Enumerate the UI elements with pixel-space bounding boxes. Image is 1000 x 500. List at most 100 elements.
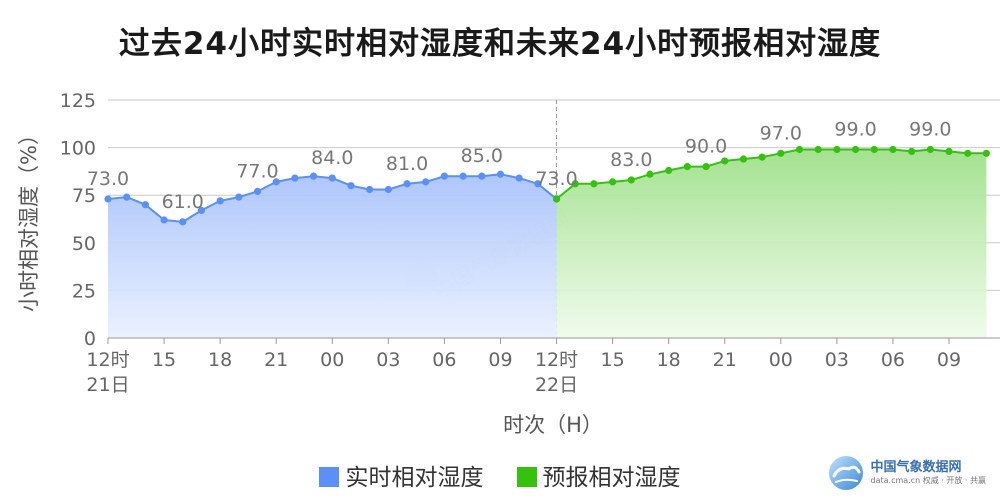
data-point[interactable] [945,147,953,156]
data-point[interactable] [197,206,206,215]
y-tick-label: 125 [60,90,96,112]
data-point[interactable] [515,174,523,182]
data-point[interactable] [982,149,990,157]
data-point[interactable] [683,163,691,171]
data-point[interactable] [721,157,729,165]
y-tick-label: 25 [72,280,96,302]
data-label: 84.0 [311,147,353,169]
x-tick-label: 18 [208,349,232,371]
x-axis-title: 时次（H） [503,413,603,437]
legend-swatch-observed [319,467,340,487]
data-point[interactable] [141,201,149,209]
x-tick-label: 09 [937,349,961,371]
data-point[interactable] [104,195,112,203]
y-axis-title: 小时相对湿度（%） [17,124,41,312]
brand-url: data.cma.cn 权威 · 开放 · 共赢 [870,475,986,485]
x-tick-label: 15 [152,349,176,371]
data-point[interactable] [123,193,131,201]
data-point[interactable] [609,178,617,186]
x-tick-label: 06 [432,349,456,371]
data-label: 97.0 [760,122,802,144]
data-point[interactable] [179,218,187,226]
data-point[interactable] [253,187,262,195]
data-point[interactable] [833,145,841,154]
data-point[interactable] [627,176,635,184]
data-point[interactable] [571,180,579,188]
x-tick-label: 06 [881,349,905,371]
data-point[interactable] [552,195,561,203]
y-tick-label: 50 [72,233,96,255]
data-point[interactable] [964,149,972,157]
data-point[interactable] [889,145,897,154]
data-point[interactable] [851,145,860,154]
y-tick-label: 75 [72,185,96,207]
data-point[interactable] [795,145,804,154]
data-label: 85.0 [461,145,503,167]
y-tick-label: 0 [84,328,96,350]
x-tick-label: 21 [713,349,737,371]
data-point[interactable] [758,153,766,161]
data-point[interactable] [926,145,934,154]
chart-title: 过去24小时实时相对湿度和未来24小时预报相对湿度 [118,26,882,62]
data-point[interactable] [814,145,822,154]
data-point[interactable] [590,180,598,188]
y-tick-label: 100 [60,138,96,160]
data-point[interactable] [478,172,486,180]
data-point[interactable] [384,185,392,194]
data-point[interactable] [777,149,785,157]
data-label: 73.0 [535,168,577,190]
data-point[interactable] [291,174,299,182]
data-point[interactable] [272,178,280,186]
brand-logo: 中国气象数据网 data.cma.cn 权威 · 开放 · 共赢 [825,452,986,494]
x-tick-sublabel: 21日 [86,374,129,396]
data-point[interactable] [235,193,243,201]
data-point[interactable] [216,197,224,205]
data-point[interactable] [870,145,878,154]
data-point[interactable] [739,155,748,163]
brand-name: 中国气象数据网 [870,459,962,475]
legend-label-observed: 实时相对湿度 [345,465,484,491]
legend-label-forecast: 预报相对湿度 [542,465,681,491]
cloud-logo-icon [828,456,863,490]
series-area-forecast [556,149,987,338]
data-point[interactable] [440,172,449,180]
data-point[interactable] [646,170,654,178]
series-area-observed [108,174,557,338]
data-label: 77.0 [236,160,278,182]
x-tick-label: 12时 [535,349,578,371]
data-point[interactable] [665,166,673,175]
data-point[interactable] [422,178,430,186]
legend-swatch-forecast [516,467,537,487]
data-point[interactable] [328,174,336,182]
data-point[interactable] [908,147,916,156]
data-point[interactable] [347,182,355,190]
legend-item-forecast[interactable]: 预报相对湿度 [516,458,681,492]
data-label: 73.0 [87,168,129,190]
x-tick-label: 00 [320,349,344,371]
data-point[interactable] [366,185,374,194]
data-label: 81.0 [386,153,428,175]
humidity-chart: 中国气象数据网 73.061.077.084.081.085.073.083.0… [17,90,1000,437]
x-tick-sublabel: 22日 [535,374,578,396]
x-tick-label: 15 [601,349,625,371]
legend: 实时相对湿度 预报相对湿度 [0,458,1000,492]
data-label: 99.0 [834,119,876,141]
x-tick-label: 00 [769,349,793,371]
x-tick-label: 18 [657,349,681,371]
x-tick-label: 09 [488,349,512,371]
data-point[interactable] [534,180,542,188]
data-point[interactable] [403,180,411,188]
data-point[interactable] [160,216,168,224]
data-point[interactable] [309,172,318,180]
data-point[interactable] [459,172,467,180]
data-point[interactable] [702,163,710,171]
x-tick-label: 21 [264,349,288,371]
x-tick-label: 12时 [86,349,129,371]
x-tick-label: 03 [376,349,400,371]
data-label: 99.0 [909,119,951,141]
data-point[interactable] [496,170,505,178]
data-label: 90.0 [685,136,727,158]
x-tick-label: 03 [825,349,849,371]
legend-item-observed[interactable]: 实时相对湿度 [319,458,483,492]
data-label: 61.0 [162,191,204,213]
